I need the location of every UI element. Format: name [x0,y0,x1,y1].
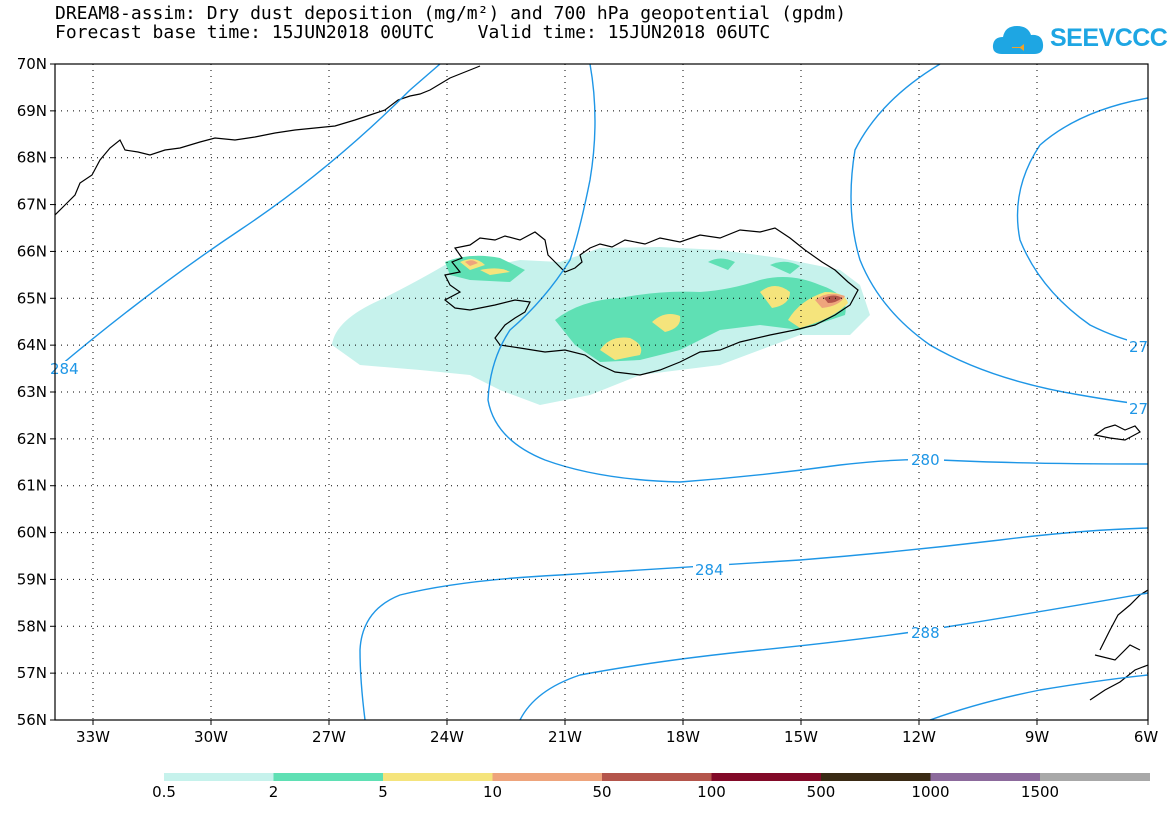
greenland-coast [55,65,481,216]
dust-area-10b [465,260,478,266]
lon-label: 12W [902,728,936,746]
legend-label: 1500 [1020,783,1060,801]
geopotential-contours [55,64,1148,720]
dust-area-5a [600,337,642,360]
contour-280-east [850,64,1148,406]
axis-ticks [50,63,1149,725]
lat-label: 64N [17,336,47,354]
contour-label-east-2: 27 [1129,400,1148,418]
lat-label: 69N [17,102,47,120]
longitude-labels: 33W 30W 27W 24W 21W 18W 15W 12W 9W 6W [76,728,1158,746]
dust-area-50 [824,295,842,303]
dust-area-5f [480,268,510,275]
contour-276-east [1016,97,1148,346]
coastline [55,65,1148,701]
contour-288 [519,592,1148,720]
contour-284 [359,527,1148,720]
legend-label: 500 [806,783,836,801]
faroe-coast [1093,424,1141,441]
lon-label: 24W [430,728,464,746]
legend-label: 2 [268,783,279,801]
seevccc-logo: SEEVCCC [990,20,1168,60]
dust-area-5b [652,314,681,332]
legend-swatch [821,773,931,781]
logo-text: SEEVCCC [1050,24,1168,52]
legend-swatch [602,773,712,781]
title-line-2: Forecast base time: 15JUN2018 00UTC Vali… [55,22,771,43]
lat-label: 63N [17,383,47,401]
iceland-coast [443,227,859,376]
legend-swatch [930,773,1041,781]
contour-labels: 280 284 288 284 27 27 [50,338,1148,642]
legend-swatch [273,773,384,781]
legend-swatch [164,773,274,781]
legend-label: 1000 [911,783,950,801]
contour-label-280: 280 [911,451,940,469]
graticule [55,64,1148,720]
legend-label: 50 [592,783,612,801]
scotland-coast [1089,589,1148,701]
lat-label: 58N [17,617,47,635]
legend-swatch [711,773,822,781]
legend-label: 10 [482,783,503,801]
lat-label: 68N [17,149,47,167]
legend-colorbar [164,773,1150,781]
legend-swatch [1040,773,1150,781]
lon-label: 33W [76,728,110,746]
contour-label-west: 284 [50,360,79,378]
lat-label: 62N [17,430,47,448]
contour-276 [55,64,441,371]
dust-area-2d [770,261,800,274]
lon-label: 15W [784,728,818,746]
dust-area-5c [760,286,790,308]
legend-label: 0.5 [152,783,176,801]
contour-label-east-1: 27 [1129,338,1148,356]
legend-swatch [383,773,493,781]
lon-label: 27W [312,728,346,746]
lon-label: 9W [1025,728,1050,746]
title-line-1: DREAM8-assim: Dry dust deposition (mg/m²… [55,3,847,24]
lat-label: 59N [17,570,47,588]
cloud-icon [992,26,1044,54]
dust-deposition-field [55,64,1148,720]
lat-label: 70N [17,55,47,73]
lon-label: 21W [548,728,582,746]
contour-label-284: 284 [695,561,724,579]
lat-label: 66N [17,242,47,260]
legend-label: 100 [697,783,726,801]
lat-label: 61N [17,477,47,495]
lat-label: 57N [17,664,47,682]
lat-label: 67N [17,196,47,214]
legend-label: 5 [378,783,388,801]
contour-288-east [929,674,1148,720]
lon-label: 30W [194,728,228,746]
legend-swatch [492,773,603,781]
lat-label: 56N [17,711,47,729]
latitude-labels: 70N 69N 68N 67N 66N 65N 64N 63N 62N 61N 60N 59N 58N 5… [17,55,47,729]
lon-label: 6W [1134,728,1159,746]
lon-label: 18W [666,728,700,746]
contour-label-288: 288 [911,624,940,642]
dust-area-2c [708,258,735,270]
lat-label: 60N [17,524,47,542]
lat-label: 65N [17,289,47,307]
